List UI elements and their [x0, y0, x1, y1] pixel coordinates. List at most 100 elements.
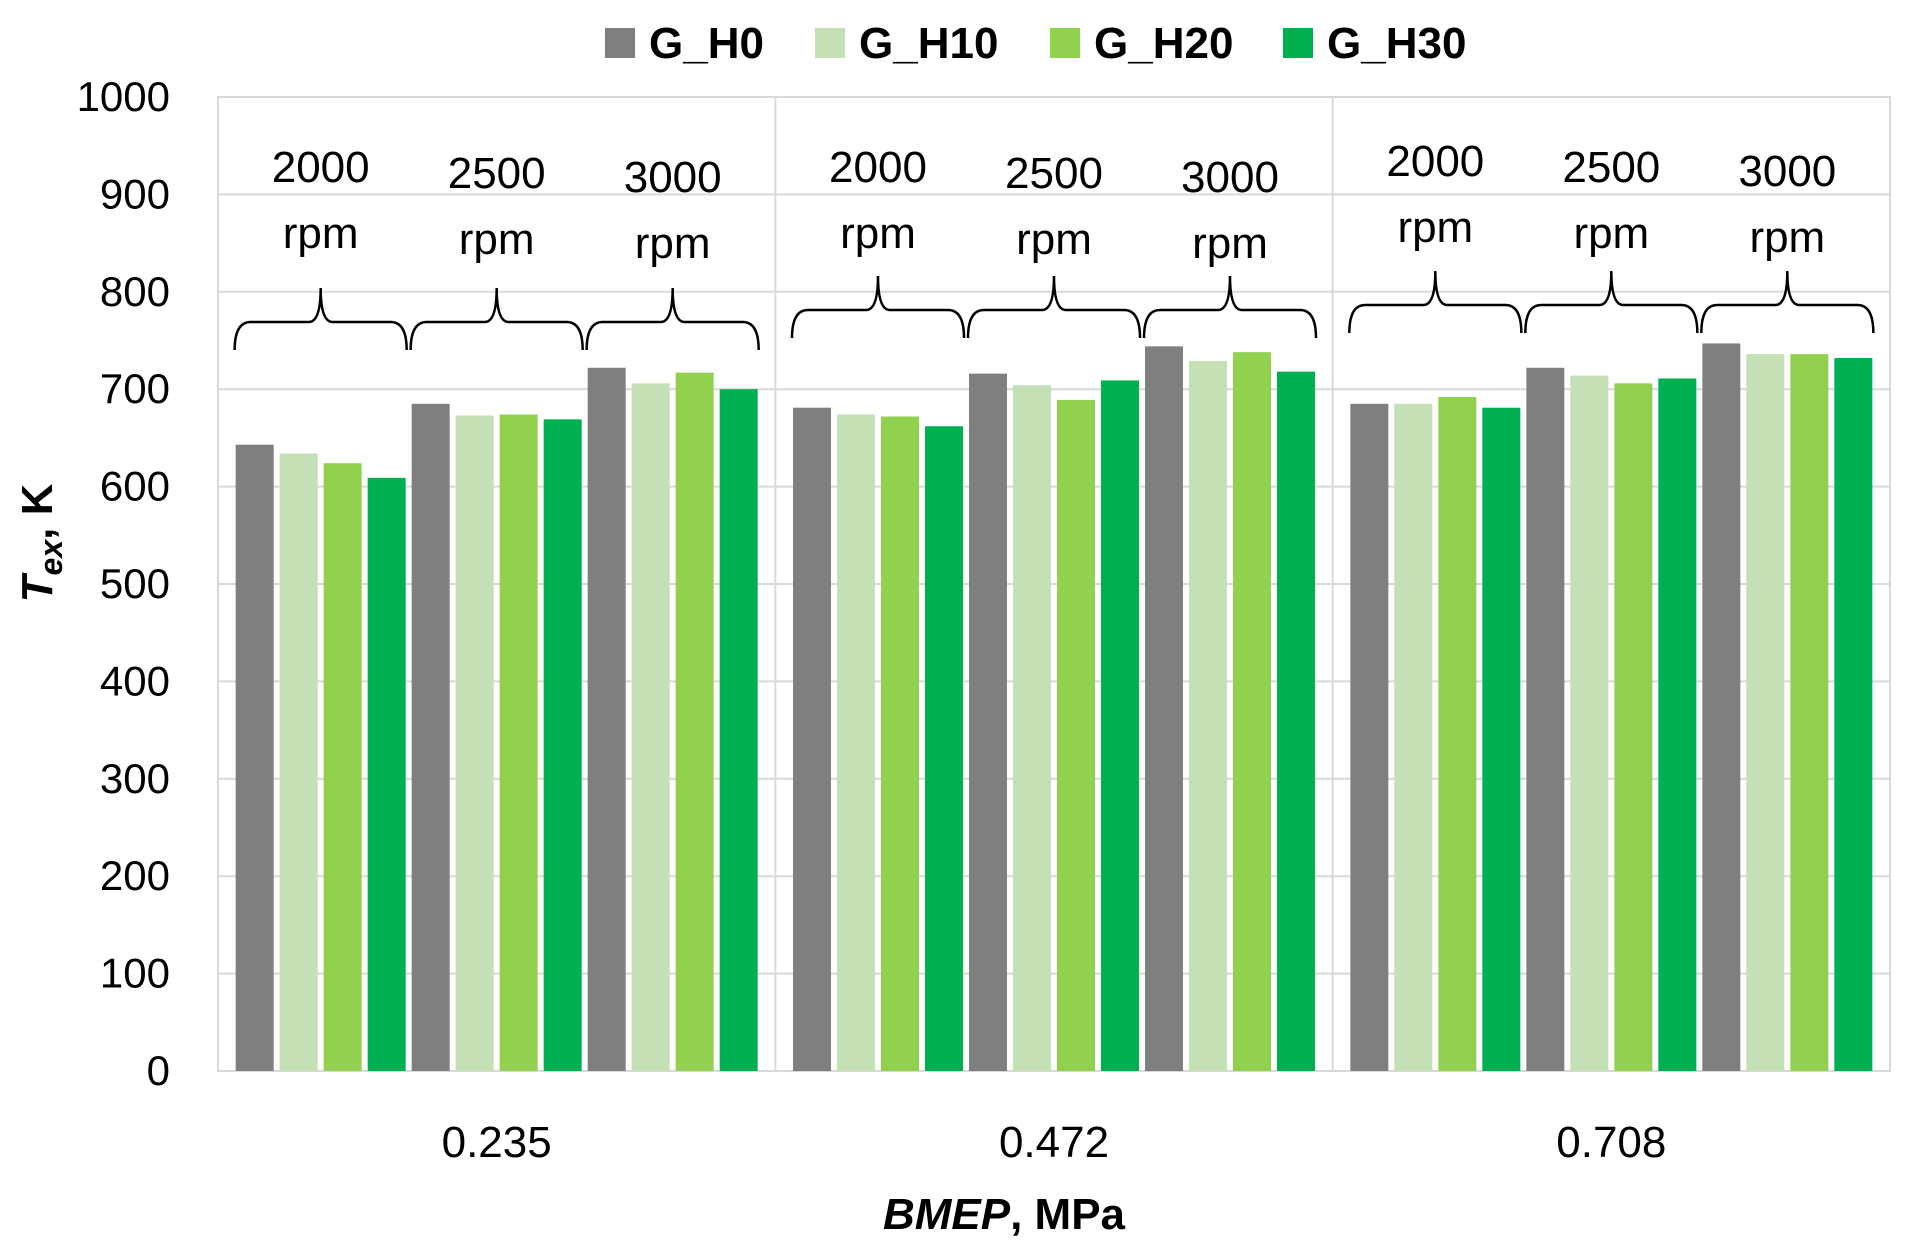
y-tick-label: 0 [147, 1047, 170, 1094]
speed-value-label: 2500 [1562, 143, 1660, 192]
bars [235, 343, 1873, 1072]
legend-swatch-g-h20 [1050, 28, 1080, 58]
speed-brace [1142, 275, 1318, 339]
bar-g-h20 [1057, 399, 1095, 1071]
bar-g-h30 [1658, 378, 1697, 1072]
bar-g-h0 [1350, 403, 1389, 1071]
speed-unit-label: rpm [840, 209, 916, 258]
y-tick-label: 300 [100, 755, 170, 802]
plot-frame [217, 96, 1891, 1072]
speed-brace [585, 287, 760, 351]
bar-g-h30 [1277, 371, 1315, 1072]
bar-g-h20 [1233, 352, 1271, 1071]
speed-unit-label: rpm [459, 215, 535, 264]
y-tick-label: 900 [100, 170, 170, 217]
y-axis-title-symbol: T [13, 572, 62, 602]
speed-unit-label: rpm [283, 209, 359, 258]
bar-g-h30 [1101, 380, 1139, 1072]
legend-label: G_H30 [1327, 19, 1466, 68]
bar-g-h30 [1834, 358, 1873, 1072]
speed-value-label: 2500 [448, 149, 546, 198]
speed-value-label: 3000 [1738, 147, 1836, 196]
bar-g-h0 [1526, 367, 1565, 1072]
bar-g-h10 [455, 415, 494, 1071]
speed-unit-label: rpm [1573, 209, 1649, 258]
bar-g-h10 [837, 414, 875, 1071]
y-tick-label: 600 [100, 463, 170, 510]
speed-unit-label: rpm [1016, 215, 1092, 264]
y-tick-label: 700 [100, 365, 170, 412]
speed-braces [233, 270, 1875, 351]
bar-g-h20 [323, 463, 362, 1071]
y-tick-label: 400 [100, 657, 170, 704]
bar-g-h0 [1702, 343, 1741, 1071]
legend-label: G_H10 [859, 19, 998, 68]
speed-value-label: 3000 [624, 153, 722, 202]
legend-label: G_H20 [1094, 19, 1233, 68]
y-tick-label: 200 [100, 852, 170, 899]
bar-g-h0 [235, 444, 274, 1071]
bar-g-h0 [1145, 346, 1183, 1071]
y-tick-label: 500 [100, 560, 170, 607]
y-axis-ticks: 0 100 200 300 400 500 600 700 800 900 1000 [77, 73, 170, 1094]
y-tick-label: 1000 [77, 73, 170, 120]
x-axis-categories: 0.235 0.472 0.708 [442, 1118, 1667, 1167]
speed-brace [1348, 270, 1523, 334]
bar-g-h30 [719, 389, 758, 1071]
bar-g-h0 [587, 367, 626, 1072]
bar-g-h20 [675, 372, 714, 1072]
x-category-label: 0.708 [1556, 1118, 1666, 1167]
speed-brace [966, 275, 1142, 339]
x-axis-title: BMEP, MPa [883, 1190, 1126, 1239]
y-tick-label: 800 [100, 268, 170, 315]
speed-labels: 2000 rpm 2500 rpm 3000 rpm 2000 rpm 2500 rpm 3000 r… [272, 137, 1837, 268]
x-category-label: 0.472 [999, 1118, 1109, 1167]
bar-g-h0 [793, 407, 831, 1071]
bar-g-h30 [543, 419, 582, 1071]
bar-g-h20 [1438, 396, 1477, 1071]
bar-g-h10 [1570, 375, 1609, 1072]
speed-value-label: 2000 [829, 143, 927, 192]
bar-g-h10 [1189, 360, 1227, 1072]
x-category-label: 0.235 [442, 1118, 552, 1167]
bar-g-h10 [1746, 354, 1785, 1071]
speed-value-label: 2500 [1005, 149, 1103, 198]
legend-swatch-g-h30 [1283, 28, 1313, 58]
x-axis-title-italic: BMEP [883, 1190, 1011, 1239]
bar-g-h30 [925, 426, 963, 1071]
speed-brace [409, 287, 584, 351]
speed-brace [790, 275, 966, 339]
speed-value-label: 2000 [272, 143, 370, 192]
speed-unit-label: rpm [1749, 213, 1825, 262]
speed-unit-label: rpm [1397, 203, 1473, 252]
bar-g-h20 [499, 414, 538, 1071]
legend: G_H0 G_H10 G_H20 G_H30 [605, 19, 1466, 68]
speed-value-label: 2000 [1386, 137, 1484, 186]
bar-g-h10 [1013, 385, 1051, 1072]
speed-value-label: 3000 [1181, 153, 1279, 202]
speed-brace [1524, 270, 1699, 334]
y-tick-label: 100 [100, 950, 170, 997]
y-axis-title: Tex, K [13, 483, 69, 602]
gridlines [217, 96, 1891, 1072]
bar-g-h0 [411, 403, 450, 1071]
speed-brace [1700, 270, 1875, 334]
bar-g-h30 [367, 477, 406, 1072]
bar-g-h30 [1482, 407, 1521, 1071]
y-axis-title-subscript: ex [33, 539, 69, 576]
speed-unit-label: rpm [1192, 219, 1268, 268]
bar-g-h20 [1614, 383, 1653, 1072]
legend-label: G_H0 [649, 19, 764, 68]
speed-brace [233, 287, 408, 351]
bar-g-h20 [1790, 354, 1829, 1071]
bar-g-h10 [279, 453, 318, 1071]
legend-swatch-g-h10 [815, 28, 845, 58]
bar-g-h20 [881, 416, 919, 1071]
legend-swatch-g-h0 [605, 28, 635, 58]
bar-g-h10 [1394, 403, 1433, 1071]
bar-g-h10 [631, 383, 670, 1072]
x-axis-title-unit: , MPa [1010, 1190, 1125, 1239]
y-axis-title-unit: , K [13, 483, 62, 539]
speed-unit-label: rpm [635, 219, 711, 268]
